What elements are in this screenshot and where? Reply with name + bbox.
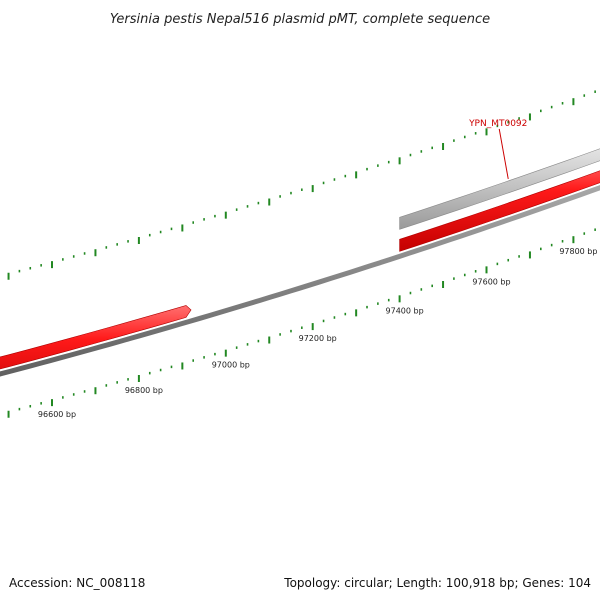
scale-labels: 96600 bp 96800 bp 97000 bp 97200 bp 97400 bp… bbox=[38, 247, 598, 419]
inner-tick-track bbox=[7, 228, 596, 418]
backbone-line bbox=[0, 185, 600, 377]
gene-label-ypn-mt0092[interactable]: YPN_MT0092 bbox=[468, 119, 527, 129]
sequence-backbone bbox=[0, 185, 600, 377]
outer-tick-track bbox=[7, 90, 596, 280]
map-title: Yersinia pestis Nepal516 plasmid pMT, co… bbox=[110, 12, 490, 27]
gene-forward-1[interactable] bbox=[0, 305, 192, 401]
gene-features: YPN_MT0092 bbox=[0, 119, 600, 401]
scale-label: 97000 bp bbox=[212, 361, 250, 370]
topology-summary-text: Topology: circular; Length: 100,918 bp; … bbox=[283, 576, 591, 590]
gene-ypn-mt0092[interactable] bbox=[399, 134, 600, 230]
scale-label: 96600 bp bbox=[38, 410, 76, 419]
gene-label-leader bbox=[498, 128, 509, 180]
scale-label: 97600 bp bbox=[472, 277, 510, 286]
scale-label: 97800 bp bbox=[559, 247, 597, 256]
accession-text: Accession: NC_008118 bbox=[9, 576, 145, 590]
scale-label: 97200 bp bbox=[299, 334, 337, 343]
gene-forward-2[interactable] bbox=[399, 156, 600, 252]
scale-label: 97400 bp bbox=[386, 306, 424, 315]
scale-label: 96800 bp bbox=[125, 386, 163, 395]
